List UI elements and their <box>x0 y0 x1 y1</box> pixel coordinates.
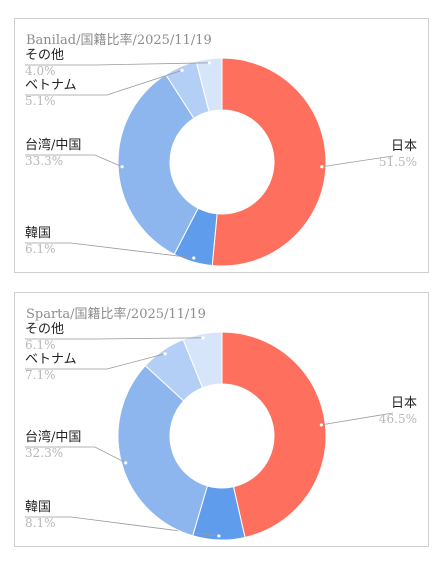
slice-value-label-4: 6.1% <box>25 338 56 352</box>
leader-dot-1 <box>192 256 196 260</box>
leader-dot-2 <box>120 165 124 169</box>
slice-0 <box>221 331 327 539</box>
chart-card-sparta: Sparta/国籍比率/2025/11/19 日本 46.5% 韓国 8.1% 台湾/中国… <box>14 292 429 547</box>
leader-line-1 <box>25 242 194 259</box>
slice-4 <box>195 57 223 113</box>
chart-title: Sparta/国籍比率/2025/11/19 <box>26 306 206 322</box>
slice-4 <box>182 331 223 389</box>
slice-label-0: 日本 <box>391 139 417 154</box>
slice-value-label-2: 33.3% <box>25 154 63 168</box>
slice-label-1: 韓国 <box>25 500 51 515</box>
leader-dot-0 <box>319 423 323 427</box>
leader-dot-4 <box>207 61 212 65</box>
leader-line-2 <box>25 154 123 168</box>
leader-line-4 <box>25 62 210 66</box>
slice-0 <box>211 57 327 267</box>
chart-title: Banilad/国籍比率/2025/11/19 <box>26 32 212 48</box>
slice-2 <box>117 73 199 256</box>
slice-value-label-3: 7.1% <box>25 368 56 382</box>
leader-dot-2 <box>124 461 128 465</box>
leader-dot-4 <box>201 336 205 340</box>
slice-label-2: 台湾/中国 <box>25 137 81 153</box>
slice-label-3: ベトナム <box>25 78 77 93</box>
leader-line-0 <box>321 155 394 168</box>
slice-label-1: 韓国 <box>25 226 51 241</box>
slice-value-label-4: 4.0% <box>25 64 56 78</box>
leader-line-3 <box>25 69 183 96</box>
leader-line-4 <box>25 337 203 340</box>
leader-line-2 <box>25 446 126 464</box>
leader-line-3 <box>25 353 166 370</box>
slice-value-label-3: 5.1% <box>25 94 56 108</box>
slice-2 <box>117 364 208 537</box>
slice-label-4: その他 <box>25 48 64 63</box>
leader-line-0 <box>321 412 394 426</box>
slice-label-2: 台湾/中国 <box>25 429 81 445</box>
leader-dot-3 <box>180 68 184 72</box>
chart-card-banilad: Banilad/国籍比率/2025/11/19 日本 51.5% 韓国 6.1% 台湾/中… <box>14 18 429 273</box>
leader-dot-0 <box>320 165 324 169</box>
slice-value-label-2: 32.3% <box>25 446 63 460</box>
leader-dot-3 <box>163 352 167 356</box>
slice-value-label-0: 51.5% <box>379 155 417 169</box>
slice-label-3: ベトナム <box>25 352 77 367</box>
slice-label-4: その他 <box>25 322 64 337</box>
slice-label-0: 日本 <box>391 396 417 411</box>
slice-value-label-1: 8.1% <box>25 516 56 530</box>
leader-dot-1 <box>217 534 221 538</box>
slice-value-label-0: 46.5% <box>379 412 417 426</box>
slice-value-label-1: 6.1% <box>25 242 56 256</box>
leader-line-1 <box>25 516 219 537</box>
